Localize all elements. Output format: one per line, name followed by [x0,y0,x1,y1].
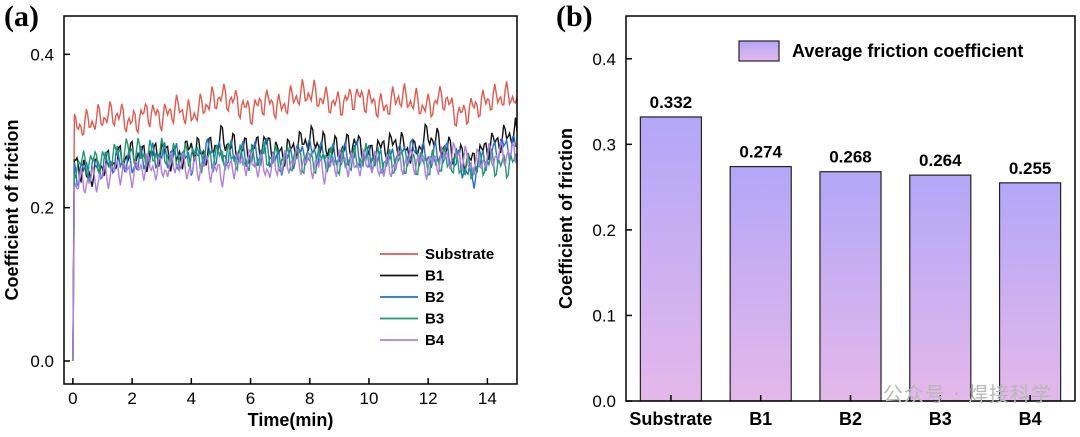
legend-label-average: Average friction coefficient [792,41,1023,61]
x-tick-label-b1: B1 [749,409,772,429]
bar-value-label-b3: 0.264 [919,151,962,170]
y-tick-label-b: 0.0 [592,392,616,411]
legend-label-b4: B4 [425,332,445,349]
plot-frame-b [625,15,1076,402]
legend-swatch-average [738,40,780,62]
bar-substrate [639,116,703,402]
x-tick-label-a: 14 [478,389,497,408]
x-tick-label-a: 4 [187,389,196,408]
x-tick-label-a: 8 [305,389,314,408]
y-tick-label-a: 0.4 [30,45,54,64]
series-line-substrate [72,79,518,362]
plot-frame-a [63,15,518,385]
x-tick-label-a: 12 [419,389,438,408]
y-tick-label-a: 0.0 [30,352,54,371]
y-tick-label-b: 0.3 [592,135,616,154]
bar-value-label-b2: 0.268 [829,148,872,167]
bar-b2 [819,171,882,402]
x-tick-label-a: 6 [246,389,255,408]
x-tick-label-a: 2 [127,389,136,408]
x-tick-label-b4: B4 [1019,409,1042,429]
y-tick-label-b: 0.2 [592,221,616,240]
legend-label-b3: B3 [425,311,444,328]
bar-b4 [998,182,1062,402]
chart-b: 0.332 Substrate 0.274 B1 0.268 B2 0.264 B3 0.255… [556,15,1076,429]
bar-value-label-b1: 0.274 [739,143,782,162]
x-axis-label-a: Time(min) [248,410,334,430]
y-axis-label-a: Coefficient of friction [2,120,22,301]
y-tick-label-a: 0.2 [30,199,54,218]
panel-label-a: (a) [4,0,39,33]
y-axis-label-b: Coefficient of friction [556,128,576,309]
y-tick-label-b: 0.4 [592,50,616,69]
watermark: 公众号 · 焊接科学 [882,382,1052,406]
x-tick-label-substrate: Substrate [629,409,712,429]
bar-b1 [729,165,792,402]
chart-a: 0 2 4 6 8 10 12 14 0.0 0.2 0.4 Time(min) Coefficient… [2,15,518,430]
bar-value-label-b4: 0.255 [1009,159,1052,178]
panel-label-b: (b) [556,0,593,33]
x-tick-label-b3: B3 [929,409,952,429]
x-tick-label-a: 0 [68,389,77,408]
legend-label-b1: B1 [425,268,444,285]
bar-value-label-substrate: 0.332 [650,93,693,112]
x-tick-label-b2: B2 [839,409,862,429]
y-tick-label-b: 0.1 [592,306,616,325]
legend-label-b2: B2 [425,289,444,306]
x-tick-label-a: 10 [359,389,378,408]
bar-b3 [909,174,972,402]
legend-label-substrate: Substrate [425,246,494,263]
series-line-b4 [72,140,518,362]
